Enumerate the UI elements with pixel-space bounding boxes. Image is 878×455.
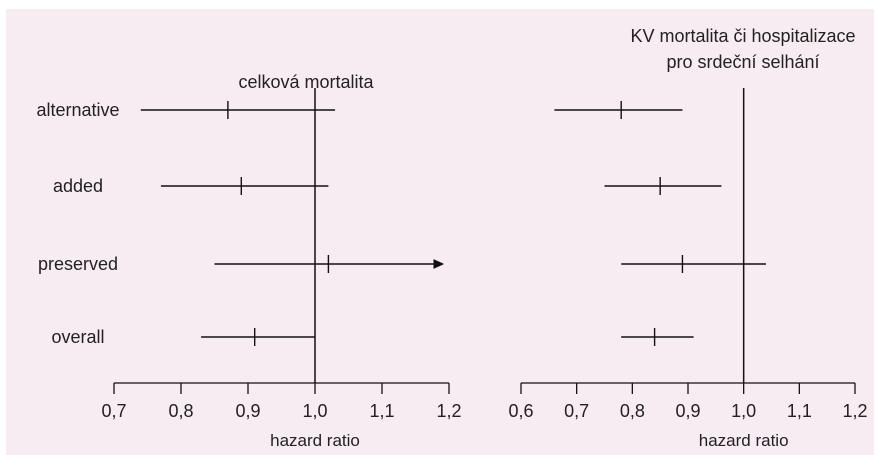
panel-1-tick-label-2: 0,8 [168, 401, 193, 421]
panel-1-tick-label-1: 0,7 [101, 401, 126, 421]
category-label-overall: overall [51, 327, 104, 347]
panel-2-tick-label-5: 1,0 [731, 401, 756, 421]
panel-2-tick-label-1: 0,6 [508, 401, 533, 421]
panel-2-tick-label-2: 0,7 [564, 401, 589, 421]
panel-2-tick-label-4: 0,9 [675, 401, 700, 421]
panel-1-tick-label-5: 1,1 [369, 401, 394, 421]
category-label-added: added [53, 176, 103, 196]
panel-1-title: celková mortalita [238, 72, 374, 92]
category-label-alternative: alternative [36, 100, 119, 120]
panel-2-title-line-2: pro srdeční selhání [666, 52, 819, 72]
panel-2-x-axis-title: hazard ratio [699, 431, 789, 450]
panel-2-tick-label-3: 0,8 [620, 401, 645, 421]
chart-background [6, 9, 874, 455]
panel-2-title-line-1: KV mortalita či hospitalizace [630, 26, 855, 46]
category-label-preserved: preserved [38, 254, 118, 274]
panel-2-tick-label-6: 1,1 [787, 401, 812, 421]
panel-1-tick-label-3: 0,9 [235, 401, 260, 421]
panel-1-tick-label-6: 1,2 [436, 401, 461, 421]
panel-1-x-axis-title: hazard ratio [270, 431, 360, 450]
panel-2-tick-label-7: 1,2 [842, 401, 867, 421]
panel-1-tick-label-4: 1,0 [302, 401, 327, 421]
